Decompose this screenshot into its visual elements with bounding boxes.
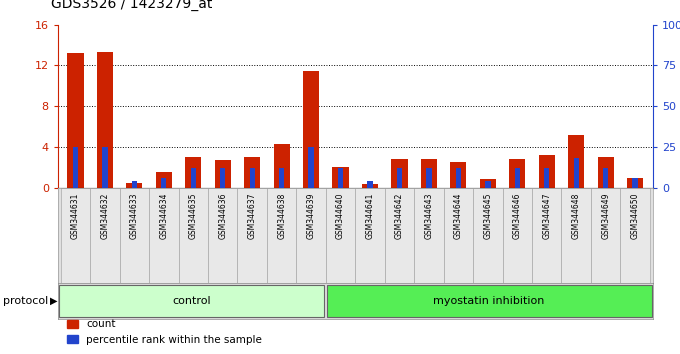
Text: myostatin inhibition: myostatin inhibition	[433, 296, 545, 306]
Text: GSM344645: GSM344645	[483, 193, 492, 239]
Text: GSM344632: GSM344632	[101, 193, 109, 239]
Bar	[190, 168, 196, 188]
Bar	[573, 158, 579, 188]
Text: GSM344642: GSM344642	[395, 193, 404, 239]
Text: GSM344633: GSM344633	[130, 193, 139, 239]
Bar	[421, 159, 437, 188]
FancyBboxPatch shape	[591, 188, 620, 283]
Text: GSM344649: GSM344649	[601, 193, 610, 239]
Text: GSM344640: GSM344640	[336, 193, 345, 239]
FancyBboxPatch shape	[120, 188, 149, 283]
Bar	[126, 183, 143, 188]
Bar	[273, 144, 290, 188]
Bar	[568, 135, 584, 188]
Bar	[515, 168, 520, 188]
Bar	[333, 167, 349, 188]
Bar	[102, 147, 107, 188]
Text: GSM344650: GSM344650	[630, 193, 640, 239]
Text: GSM344646: GSM344646	[513, 193, 522, 239]
Bar	[632, 178, 638, 188]
Text: GSM344637: GSM344637	[248, 193, 257, 239]
Bar	[397, 168, 402, 188]
Bar	[603, 168, 609, 188]
FancyBboxPatch shape	[149, 188, 179, 283]
Bar	[67, 53, 84, 188]
Bar	[303, 70, 319, 188]
FancyBboxPatch shape	[267, 188, 296, 283]
FancyBboxPatch shape	[562, 188, 591, 283]
Bar	[73, 147, 78, 188]
Text: GSM344638: GSM344638	[277, 193, 286, 239]
FancyBboxPatch shape	[355, 188, 385, 283]
FancyBboxPatch shape	[443, 188, 473, 283]
Bar	[362, 183, 378, 188]
FancyBboxPatch shape	[59, 285, 324, 317]
Bar	[598, 157, 614, 188]
Text: protocol: protocol	[3, 296, 49, 306]
Bar	[185, 157, 201, 188]
Text: GSM344635: GSM344635	[189, 193, 198, 239]
Bar	[367, 181, 373, 188]
Bar	[456, 168, 461, 188]
Text: GSM344636: GSM344636	[218, 193, 227, 239]
FancyBboxPatch shape	[503, 188, 532, 283]
Bar	[392, 159, 407, 188]
Text: GSM344639: GSM344639	[307, 193, 316, 239]
Text: GDS3526 / 1423279_at: GDS3526 / 1423279_at	[51, 0, 212, 11]
FancyBboxPatch shape	[296, 188, 326, 283]
Bar	[309, 147, 313, 188]
Text: GSM344631: GSM344631	[71, 193, 80, 239]
Bar	[539, 155, 555, 188]
Bar	[509, 159, 526, 188]
FancyBboxPatch shape	[90, 188, 120, 283]
Bar	[486, 181, 490, 188]
Text: GSM344647: GSM344647	[542, 193, 551, 239]
FancyBboxPatch shape	[473, 188, 503, 283]
FancyBboxPatch shape	[179, 188, 208, 283]
FancyBboxPatch shape	[326, 188, 355, 283]
Bar	[215, 160, 231, 188]
Bar	[132, 181, 137, 188]
Bar	[450, 162, 466, 188]
Bar	[627, 178, 643, 188]
FancyBboxPatch shape	[61, 188, 90, 283]
Bar	[220, 168, 225, 188]
Bar	[161, 178, 167, 188]
Bar	[250, 168, 255, 188]
Legend: count, percentile rank within the sample: count, percentile rank within the sample	[63, 315, 266, 349]
FancyBboxPatch shape	[414, 188, 443, 283]
Text: control: control	[172, 296, 211, 306]
Text: GSM344643: GSM344643	[424, 193, 433, 239]
Text: GSM344634: GSM344634	[159, 193, 169, 239]
FancyBboxPatch shape	[532, 188, 562, 283]
Text: GSM344641: GSM344641	[366, 193, 375, 239]
Bar	[244, 157, 260, 188]
Bar	[279, 168, 284, 188]
Bar	[480, 179, 496, 188]
Text: ▶: ▶	[50, 296, 57, 306]
Text: GSM344648: GSM344648	[572, 193, 581, 239]
FancyBboxPatch shape	[208, 188, 237, 283]
Bar	[338, 168, 343, 188]
FancyBboxPatch shape	[237, 188, 267, 283]
FancyBboxPatch shape	[620, 188, 650, 283]
Text: GSM344644: GSM344644	[454, 193, 463, 239]
Bar	[156, 172, 172, 188]
FancyBboxPatch shape	[326, 285, 651, 317]
Bar	[97, 52, 113, 188]
Bar	[544, 168, 549, 188]
Bar	[426, 168, 432, 188]
FancyBboxPatch shape	[385, 188, 414, 283]
